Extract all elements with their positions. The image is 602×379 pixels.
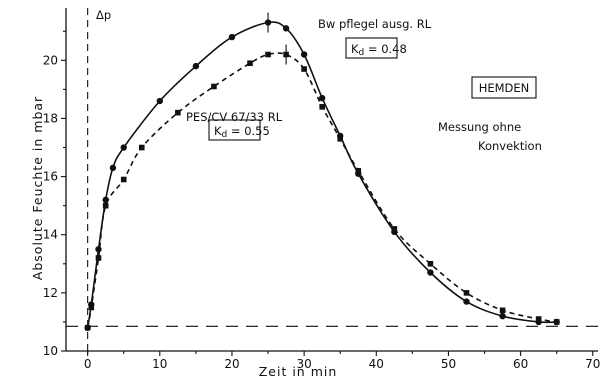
- series-1-point-4: [109, 164, 117, 172]
- series-1-label: Bw pflegel ausg. RL: [318, 17, 432, 31]
- series-2-line: [86, 52, 557, 328]
- series-2-point-9: [265, 51, 271, 58]
- series-2-point-2: [95, 255, 102, 261]
- series-2-point-15: [391, 226, 398, 232]
- series-1-point-8: [228, 33, 236, 41]
- x-tick-label-20: 20: [224, 357, 239, 371]
- series-1-point-6: [156, 97, 164, 105]
- x-tick-label-0: 0: [84, 357, 92, 371]
- series-1-point-11: [300, 51, 308, 58]
- y-tick-label-12: 12: [43, 286, 58, 300]
- y-tick-label-18: 18: [43, 111, 58, 125]
- chart-markers: [84, 12, 560, 331]
- y-tick-label-14: 14: [43, 228, 58, 242]
- chart-series-lines: [86, 21, 557, 328]
- series-2-label: PES/CV 67/33 RL: [186, 110, 283, 124]
- series-2-point-11: [301, 66, 307, 72]
- series-2-point-7: [211, 83, 217, 90]
- series-2-point-5: [138, 144, 145, 151]
- y-tick-label-20: 20: [43, 53, 58, 67]
- series-1-point-7: [192, 62, 200, 70]
- x-tick-label-60: 60: [513, 357, 528, 371]
- series-2-point-12: [319, 104, 325, 110]
- series-2-point-18: [499, 307, 506, 314]
- series-2-point-13: [337, 136, 344, 142]
- y-tick-label-16: 16: [43, 170, 58, 184]
- chart-axes: [65, 8, 598, 352]
- x-tick-label-70: 70: [585, 357, 600, 371]
- measurement-note-line1: Messung ohne: [438, 120, 521, 134]
- series-1-line: [86, 21, 557, 328]
- series-1-point-3: [102, 196, 109, 204]
- x-tick-label-50: 50: [441, 357, 456, 371]
- series-2-point-19: [535, 316, 542, 322]
- series-2-point-6: [175, 109, 181, 116]
- series-2-point-20: [553, 319, 560, 325]
- hemden-box: HEMDEN: [471, 76, 537, 99]
- series-2-point-16: [427, 260, 434, 267]
- series-1-point-16: [427, 269, 434, 276]
- series-2-kd-text: Kd = 0.55: [214, 124, 270, 140]
- series-1-point-10: [282, 25, 290, 32]
- series-2-point-14: [355, 167, 362, 174]
- series-1-point-5: [120, 144, 127, 151]
- x-axis-label: Zeit in min: [259, 364, 338, 379]
- x-tick-label-40: 40: [369, 357, 384, 371]
- series-2-point-17: [463, 290, 470, 296]
- series-1-kd-box: Kd = 0.48: [345, 37, 407, 59]
- series-1-kd-text: Kd = 0.48: [351, 42, 407, 58]
- series-1-point-17: [463, 298, 470, 305]
- series-2-point-8: [247, 60, 253, 67]
- y-axis-label: Absolute Feuchte in mbar: [30, 96, 45, 280]
- series-2-kd-box: Kd = 0.55: [208, 119, 270, 141]
- delta-p-label: Δp: [96, 8, 111, 22]
- series-1-point-2: [95, 246, 102, 253]
- x-tick-label-30: 30: [296, 357, 311, 371]
- measurement-note-line2: Konvektion: [478, 139, 542, 153]
- x-tick-label-10: 10: [152, 357, 167, 371]
- series-1-point-18: [499, 312, 506, 320]
- series-2-point-1: [88, 304, 95, 311]
- chart-ticks: 0 10 20 30 40 50 60 70 10 12 14 16 18 20: [43, 30, 600, 371]
- series-2-point-0: [84, 324, 91, 331]
- series-1-point-12: [318, 94, 326, 102]
- hemden-label: HEMDEN: [479, 81, 530, 95]
- series-2-point-3: [102, 202, 109, 209]
- y-tick-label-10: 10: [43, 344, 58, 358]
- series-2-point-4: [120, 176, 127, 183]
